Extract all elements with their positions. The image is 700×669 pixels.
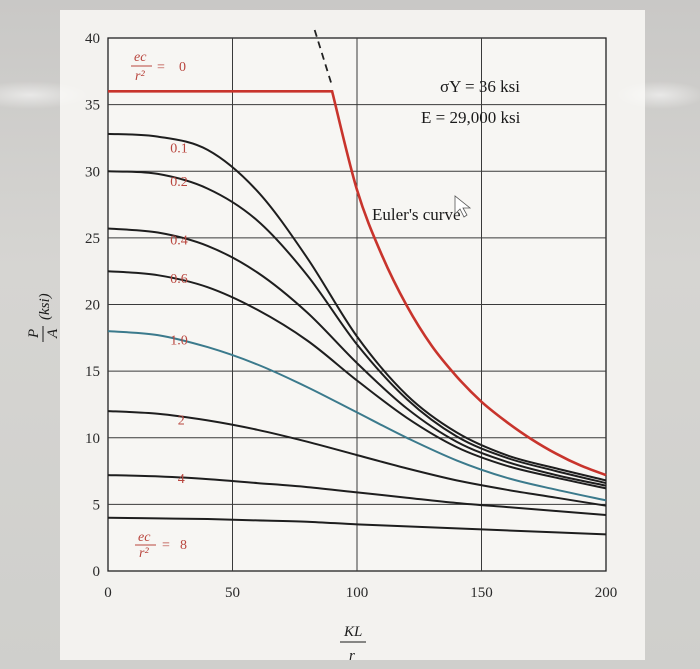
curve-ec-0-1 [107, 132, 607, 482]
y-tick-label: 30 [85, 164, 100, 180]
curve-label-ec-0-1: 0.1 [170, 142, 188, 157]
yield-stress-annotation: σY = 36 ksi [440, 77, 520, 96]
y-tick-label: 10 [85, 431, 100, 447]
ec-denominator-top: r² [135, 69, 145, 84]
y-tick-label: 15 [85, 364, 100, 380]
ec-equals-bottom: = [162, 538, 170, 553]
y-tick-label: 0 [93, 564, 101, 580]
curve-label-ec-8: 8 [180, 538, 187, 553]
curve-ec-1-0 [107, 330, 607, 502]
curve-label-ec-0-2: 0.2 [170, 175, 188, 190]
ec-fraction-bottom: ec r² = [135, 530, 170, 561]
y-tick-label: 20 [85, 298, 100, 314]
ec-equals-top: = [157, 60, 165, 75]
mouse-cursor-icon [454, 195, 472, 218]
x-tick-label: 50 [225, 585, 240, 601]
ec-denominator-bottom: r² [139, 546, 149, 561]
curve-ec-0-4 [107, 227, 607, 487]
x-label-numerator: KL [343, 624, 362, 640]
y-label-numerator: P [26, 329, 42, 339]
modulus-annotation: E = 29,000 ksi [421, 108, 521, 127]
curve-labels: 0 0.1 0.2 0.4 0.6 1.0 2 4 8 [170, 60, 188, 553]
x-tick-label: 150 [470, 585, 493, 601]
y-tick-label: 35 [85, 98, 100, 114]
curve-ec-0-6 [107, 270, 607, 490]
curve-ec-4 [107, 474, 607, 516]
curve-label-ec-4: 4 [178, 472, 185, 487]
curve-label-ec-2: 2 [178, 413, 185, 428]
curve-label-ec-1-0: 1.0 [170, 333, 188, 348]
curve-ec-2 [107, 410, 607, 507]
y-tick-label: 25 [85, 231, 100, 247]
x-tick-label: 200 [595, 585, 618, 601]
ec-numerator-bottom: ec [138, 530, 151, 545]
y-tick-label: 40 [85, 31, 100, 47]
glare-right [615, 81, 700, 109]
y-label-unit: (ksi) [37, 293, 53, 320]
ec-fraction-top: ec r² = [131, 50, 165, 84]
curves-group [107, 90, 607, 536]
curve-ec-0-euler [108, 90, 607, 477]
curve-ec-8 [107, 516, 607, 536]
euler-dashed-extension [313, 29, 333, 87]
x-tick-label: 100 [346, 585, 369, 601]
x-tick-label: 0 [104, 585, 112, 601]
grid-lines [108, 38, 606, 571]
curve-ec-0-2 [107, 170, 607, 485]
y-tick-label: 5 [93, 497, 101, 513]
glare-left [0, 81, 90, 109]
euler-curve-label: Euler's curve [372, 205, 461, 224]
ec-numerator-top: ec [134, 50, 147, 65]
curve-label-ec-0-4: 0.4 [170, 234, 188, 249]
x-label-denominator: r [349, 648, 355, 664]
x-axis-label: KL r [340, 624, 366, 664]
y-label-denominator: A [45, 328, 61, 339]
y-axis-label: P A (ksi) [26, 293, 61, 342]
curve-label-ec-0: 0 [179, 60, 186, 75]
curve-label-ec-0-6: 0.6 [170, 272, 188, 287]
